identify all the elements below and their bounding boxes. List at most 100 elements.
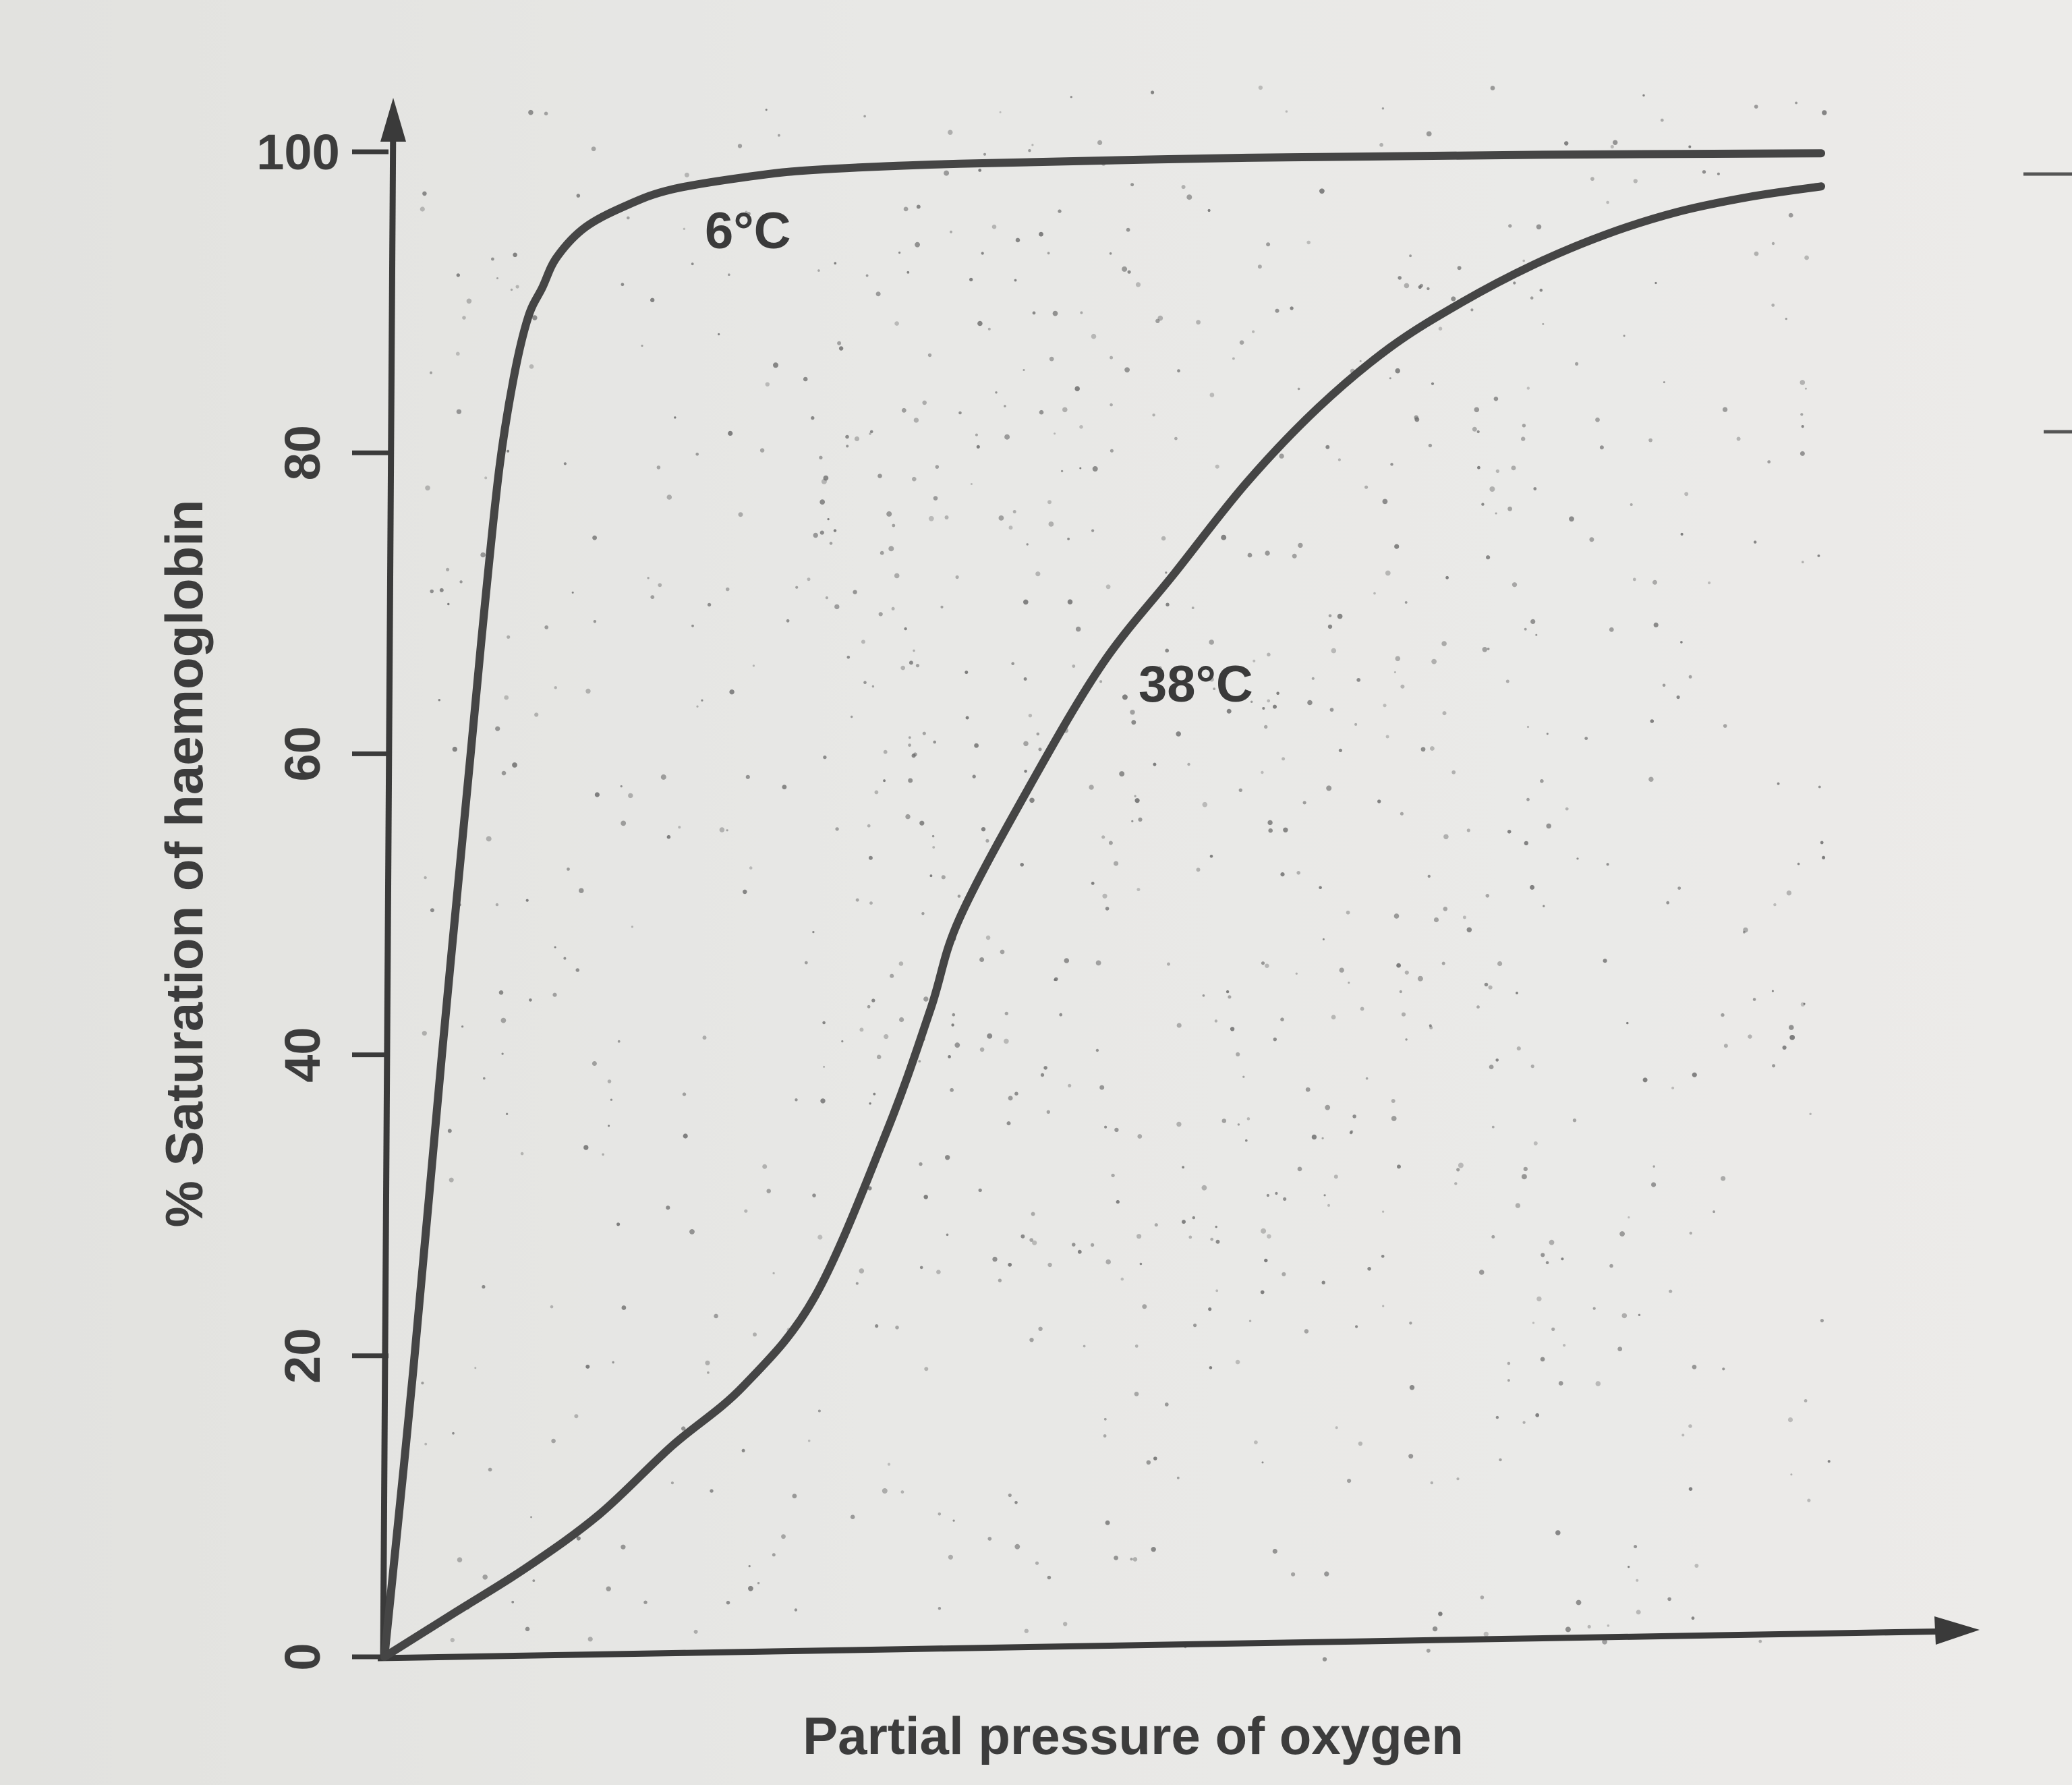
speckle-dot [875, 291, 881, 297]
speckle-dot [482, 1575, 488, 1580]
speckle-dot [1060, 470, 1064, 473]
speckle-dot [1304, 1329, 1309, 1334]
speckle-dot [916, 204, 921, 209]
speckle-dot [1723, 1044, 1728, 1048]
speckle-dot [447, 1129, 452, 1133]
speckle-dot [1391, 1099, 1395, 1103]
speckle-dot [1391, 1116, 1397, 1121]
speckle-dot [1630, 503, 1633, 506]
speckle-dot [552, 992, 557, 997]
speckle-dot [705, 1360, 710, 1365]
y-tick-label: 80 [275, 425, 330, 480]
speckle-dot [1196, 868, 1201, 872]
speckle-dot [1677, 886, 1681, 890]
speckle-dot [1777, 782, 1780, 785]
speckle-dot [1091, 882, 1095, 885]
speckle-dot [985, 839, 989, 843]
speckle-dot [1802, 561, 1804, 563]
speckle-dot [908, 778, 913, 783]
speckle-dot [1176, 1476, 1180, 1479]
speckle-dot [891, 606, 895, 611]
speckle-dot [1722, 407, 1728, 412]
speckle-dot [1103, 1434, 1107, 1438]
speckle-dot [898, 251, 901, 254]
speckle-dot [1248, 1320, 1252, 1322]
speckle-dot [1396, 963, 1402, 968]
speckle-dot [1564, 141, 1569, 146]
speckle-dot [1187, 762, 1190, 766]
speckle-dot [594, 792, 600, 797]
speckle-dot [1280, 872, 1285, 877]
speckle-dot [1101, 835, 1105, 839]
speckle-dot [981, 252, 984, 255]
speckle-dot [811, 416, 815, 420]
speckle-dot [1723, 724, 1727, 728]
speckle-dot [631, 926, 634, 928]
speckle-dot [795, 1098, 798, 1102]
speckle-dot [1523, 1166, 1528, 1172]
y-ticks: 0 20 40 60 80 100 [256, 124, 388, 1671]
speckle-dot [1633, 179, 1638, 183]
speckle-dot [1328, 614, 1332, 618]
speckle-dot [1138, 817, 1143, 822]
speckle-dot [1804, 1399, 1808, 1402]
speckle-dot [845, 434, 849, 439]
speckle-dot [1638, 1313, 1641, 1317]
speckle-dot [1210, 1237, 1214, 1241]
speckle-dot [1377, 799, 1381, 803]
speckle-dot [1433, 917, 1439, 923]
series-layer [380, 149, 1825, 1661]
speckle-dot [1689, 1231, 1692, 1235]
speckle-dot [1632, 577, 1636, 582]
speckle-dot [1507, 830, 1512, 834]
speckle-dot [894, 321, 899, 326]
speckle-dot [1250, 700, 1253, 704]
speckle-dot [1000, 949, 1005, 955]
speckle-dot [1102, 893, 1107, 899]
speckle-dot [1748, 1034, 1752, 1039]
speckle-dot [1654, 281, 1657, 285]
speckle-dot [1155, 318, 1160, 323]
speckle-dot [691, 262, 694, 266]
speckle-dot [1572, 1118, 1577, 1123]
speckle-dot [1105, 1520, 1110, 1525]
speckle-dot [1507, 506, 1513, 511]
speckle-dot [1589, 537, 1594, 542]
speckle-dot [1153, 762, 1157, 766]
speckle-dot [1438, 1612, 1443, 1616]
speckle-dot [1099, 680, 1103, 683]
speckle-dot [1663, 381, 1665, 384]
speckle-dot [484, 476, 488, 480]
speckle-dot [1214, 1019, 1218, 1023]
speckle-dot [1385, 735, 1389, 739]
speckle-dot [1067, 538, 1070, 540]
speckle-dot [933, 496, 938, 501]
speckle-dot [1062, 407, 1068, 413]
speckle-dot [505, 1112, 509, 1116]
speckle-dot [869, 901, 873, 905]
speckle-dot [1083, 1344, 1086, 1348]
speckle-dot [822, 1021, 826, 1025]
speckle-dot [1052, 310, 1058, 316]
speckle-dot [940, 605, 944, 608]
speckle-dot [873, 1092, 876, 1096]
speckle-dot [1048, 521, 1054, 527]
speckle-dot [846, 656, 851, 659]
speckle-dot [944, 515, 949, 519]
speckle-dot [749, 866, 753, 870]
speckle-dot [1721, 1013, 1725, 1017]
speckle-dot [1260, 1290, 1265, 1295]
speckle-dot [1404, 970, 1409, 975]
speckle-dot [1186, 194, 1192, 200]
speckle-dot [867, 1004, 871, 1009]
speckle-dot [1091, 333, 1097, 339]
speckle-dot [1164, 1402, 1169, 1407]
speckle-dot [1650, 719, 1654, 723]
speckle-dot [1134, 1344, 1139, 1348]
speckle-dot [587, 1637, 593, 1642]
speckle-dot [1511, 465, 1516, 471]
speckle-dot [496, 277, 498, 279]
speckle-dot [1072, 1243, 1076, 1247]
speckle-dot [1800, 451, 1805, 456]
